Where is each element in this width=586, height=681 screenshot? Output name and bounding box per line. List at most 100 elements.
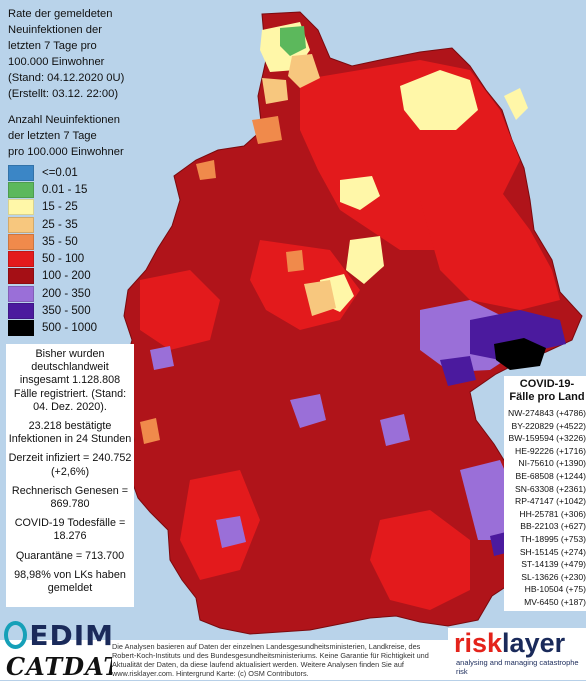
- title-line: (Stand: 04.12.2020 0U): [8, 72, 125, 84]
- state-cases-box: COVID-19-Fälle pro Land NW-274843 (+4786…: [504, 376, 586, 611]
- region-lower-saxony-yellow: [340, 176, 380, 210]
- legend-item: 35 - 50: [8, 233, 97, 250]
- title-line: Rate der gemeldeten: [8, 8, 113, 20]
- state-row: HE-92226 (+1716): [515, 445, 586, 456]
- region-purple-south: [216, 516, 246, 548]
- region-orange-3: [252, 116, 282, 144]
- legend-item: 500 - 1000: [8, 320, 97, 337]
- legend-swatch: [8, 181, 34, 198]
- legend-label: 50 - 100: [42, 253, 85, 266]
- edim-logo: EDIM: [4, 618, 114, 652]
- legend-swatch: [8, 268, 34, 285]
- region-baltic-yellow: [400, 70, 478, 130]
- legend-item: 0.01 - 15: [8, 181, 97, 198]
- legend: <=0.01 0.01 - 15 15 - 25 25 - 35 35 - 50 50 -…: [8, 164, 97, 337]
- legend-swatch: [8, 303, 34, 320]
- summary-total: Bisher wurden deutschlandweit insgesamt …: [13, 348, 127, 413]
- title-line: Neuinfektionen der: [8, 24, 102, 36]
- state-row: BW-159594 (+3226): [508, 433, 586, 444]
- legend-item: 15 - 25: [8, 199, 97, 216]
- state-row: HH-25781 (+306): [519, 508, 586, 519]
- region-orange-2: [262, 78, 288, 104]
- region-darkpurple-2: [440, 356, 476, 386]
- legend-swatch: [8, 251, 34, 268]
- region-orange-7: [196, 160, 216, 180]
- state-row: ST-14139 (+479): [521, 559, 586, 570]
- catdat-logo: CATDAT: [6, 652, 123, 681]
- state-row: SH-15145 (+274): [519, 546, 586, 557]
- region-orange-5: [286, 250, 304, 272]
- legend-swatch: [8, 216, 34, 233]
- risklayer-tagline: analysing and managing catastrophe risk: [456, 658, 579, 676]
- state-row: BE-68508 (+1244): [515, 470, 586, 481]
- region-goettingen-yellow: [346, 236, 384, 284]
- data-credit: Die Analysen basieren auf Daten der einz…: [112, 642, 442, 678]
- legend-swatch: [8, 320, 34, 337]
- legend-title-line: der letzten 7 Tage: [8, 130, 97, 142]
- region-purple-west: [150, 346, 174, 370]
- summary-box: Bisher wurden deutschlandweit insgesamt …: [6, 344, 134, 608]
- risklayer-logo-risk: risk: [454, 628, 503, 658]
- region-west-red: [140, 270, 220, 350]
- legend-item: 50 - 100: [8, 250, 97, 268]
- summary-new-24h: 23.218 bestätigte Infektionen in 24 Stun…: [8, 420, 132, 446]
- legend-item: 350 - 500: [8, 302, 97, 320]
- state-row: TH-18995 (+753): [520, 533, 586, 544]
- summary-quarantine: Quarantäne = 713.700: [15, 549, 125, 562]
- legend-item: 25 - 35: [8, 216, 97, 233]
- title-line: 100.000 Einwohner: [8, 56, 105, 68]
- title-line: letzten 7 Tage pro: [8, 40, 97, 52]
- legend-label: <=0.01: [42, 166, 78, 179]
- risklayer-logo-layer: layer: [502, 628, 566, 658]
- region-purple-bavaria-east: [460, 460, 518, 540]
- legend-swatch: [8, 164, 34, 181]
- summary-recovered: Rechnerisch Genesen = 869.780: [11, 484, 129, 511]
- legend-title: Anzahl Neuinfektionen der letzten 7 Tage…: [8, 112, 148, 160]
- state-row: NI-75610 (+1390): [518, 458, 586, 469]
- state-cases-title: COVID-19-Fälle pro Land: [509, 378, 585, 403]
- region-orange-6: [140, 418, 160, 444]
- risklayer-logo-text: risklayer: [448, 628, 586, 658]
- legend-label: 350 - 500: [42, 305, 91, 318]
- summary-reported: 98,98% von LKs haben gemeldet: [14, 568, 126, 595]
- region-orange-1: [288, 54, 320, 88]
- edim-logo-text: EDIM: [29, 618, 114, 652]
- state-row: SL-13626 (+230): [521, 571, 586, 582]
- legend-swatch: [8, 199, 34, 216]
- legend-title-line: pro 100.000 Einwohner: [8, 146, 124, 158]
- edim-ring-icon: [4, 621, 28, 649]
- legend-label: 100 - 200: [42, 270, 91, 283]
- title-line: (Erstellt: 03.12. 22:00): [8, 88, 119, 100]
- state-row: SN-63308 (+2361): [515, 483, 586, 494]
- state-row: BB-22103 (+627): [520, 521, 586, 532]
- state-row: BY-220829 (+4522): [511, 420, 586, 431]
- region-south-red: [370, 510, 470, 610]
- legend-label: 200 - 350: [42, 287, 91, 300]
- legend-label: 15 - 25: [42, 201, 78, 214]
- legend-swatch: [8, 233, 34, 250]
- state-row: MV-6450 (+187): [524, 596, 586, 607]
- region-uckermark-yellow: [504, 88, 528, 120]
- region-purple-center: [290, 394, 326, 428]
- legend-item: 200 - 350: [8, 285, 97, 302]
- summary-deaths: COVID-19 Todesfälle = 18.276: [14, 517, 126, 543]
- state-row: HB-10504 (+75): [524, 584, 586, 595]
- legend-swatch: [8, 285, 34, 302]
- risklayer-logo: risklayer analysing and managing catastr…: [448, 628, 586, 680]
- state-row: NW-274843 (+4786): [508, 408, 586, 418]
- legend-item: <=0.01: [8, 164, 97, 181]
- region-black: [494, 338, 546, 370]
- legend-title-line: Anzahl Neuinfektionen: [8, 114, 120, 126]
- legend-item: 100 - 200: [8, 268, 97, 285]
- region-orange-4: [304, 280, 336, 316]
- legend-label: 500 - 1000: [42, 322, 97, 335]
- region-green: [280, 26, 306, 56]
- map-title: Rate der gemeldeten Neuinfektionen der l…: [8, 6, 136, 102]
- region-purple-mid: [380, 414, 410, 446]
- legend-label: 0.01 - 15: [42, 183, 88, 196]
- state-row: RP-47147 (+1042): [515, 496, 586, 507]
- state-cases-list: NW-274843 (+4786) BY-220829 (+4522) BW-159…: [508, 407, 586, 609]
- region-northeast-red: [420, 190, 560, 310]
